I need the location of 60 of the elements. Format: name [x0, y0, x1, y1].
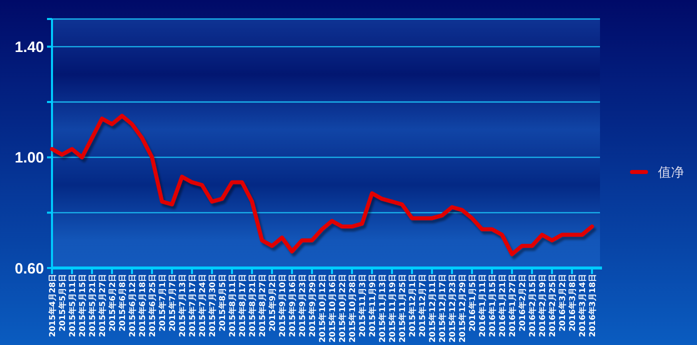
- line-series: [50, 114, 594, 256]
- x-tick-label: 2016年1月27日: [508, 274, 517, 337]
- x-tick-label: 2015年7月30日: [208, 274, 217, 337]
- x-tick-label: 2016年3月2日: [558, 274, 567, 332]
- x-tick-label: 2015年7月24日: [198, 274, 207, 337]
- y-tick-label: 1.40: [14, 38, 44, 56]
- x-tick-label: 2016年2月19日: [538, 274, 547, 337]
- x-tick-label: 2016年1月11日: [478, 274, 487, 337]
- x-tick-label: 2015年8月5日: [218, 274, 227, 332]
- x-tick-label: 2016年1月15日: [488, 274, 497, 337]
- x-tick-label: 2015年11月9日: [368, 274, 377, 337]
- legend-label: 值净: [658, 166, 684, 181]
- x-tick-label: 2016年1月5日: [468, 274, 477, 332]
- x-tick-label: 2015年10月22日: [338, 274, 347, 343]
- x-tick-label: 2015年5月5日: [58, 274, 67, 332]
- x-tick-label: 2015年10月28日: [348, 274, 357, 343]
- x-tick-label: 2015年8月27日: [258, 274, 267, 337]
- x-tick-label: 2015年9月10日: [278, 274, 287, 337]
- x-tick-label: 2015年6月8日: [118, 274, 127, 332]
- x-tick-label: 2016年1月21日: [498, 274, 507, 337]
- x-tick-label: 2015年12月23日: [448, 274, 457, 343]
- y-tick-label: 0.60: [14, 260, 44, 278]
- x-tick-label: 2015年7月13日: [178, 274, 187, 337]
- x-tick-label: 2015年9月23日: [298, 274, 307, 337]
- x-tick-label: 2015年5月27日: [98, 274, 107, 337]
- x-tick-label: 2015年5月15日: [78, 274, 87, 337]
- x-tick-label: 2015年11月3日: [358, 274, 367, 337]
- x-tick-label: 2015年10月12日: [318, 274, 327, 343]
- x-tick-label: 2015年5月21日: [88, 274, 97, 337]
- x-tick-label: 2016年2月25日: [548, 274, 557, 337]
- x-tick-label: 2015年6月18日: [138, 274, 147, 337]
- x-tick-label: 2015年9月16日: [288, 274, 297, 337]
- x-tick-label: 2016年3月8日: [568, 274, 577, 332]
- x-tick-label: 2015年9月2日: [268, 274, 277, 332]
- x-tick-label: 2015年12月1日: [408, 274, 417, 337]
- x-tick-label: 2015年12月11日: [428, 274, 437, 343]
- x-tick-label: 2015年6月12日: [128, 274, 137, 337]
- x-tick-label: 2015年10月16日: [328, 274, 337, 343]
- x-tick-label: 2015年12月29日: [458, 274, 467, 343]
- x-tick-label: 2016年2月2日: [518, 274, 527, 332]
- x-tick-label: 2015年7月7日: [168, 274, 177, 332]
- x-tick-label: 2016年2月15日: [528, 274, 537, 337]
- x-tick-label: 2015年12月7日: [418, 274, 427, 337]
- x-tick-label: 2015年7月1日: [158, 274, 167, 332]
- x-tick-label: 2015年8月11日: [228, 274, 237, 337]
- x-tick-label: 2015年6月2日: [108, 274, 117, 332]
- x-tick-label: 2015年11月19日: [388, 274, 397, 343]
- x-tick-label: 2015年4月28日: [48, 274, 57, 337]
- x-tick-label: 2015年7月17日: [188, 274, 197, 337]
- x-tick-label: 2015年12月17日: [438, 274, 447, 343]
- x-tick-label: 2016年3月14日: [578, 274, 587, 337]
- x-tick-label: 2015年11月25日: [398, 274, 407, 343]
- y-tick-label: 1.00: [14, 150, 44, 167]
- x-tick-label: 2015年11月13日: [378, 274, 387, 343]
- x-tick-label: 2015年9月29日: [308, 274, 317, 337]
- x-tick-label: 2015年8月17日: [238, 274, 247, 337]
- x-tick-label: 2016年3月18日: [588, 274, 597, 337]
- x-tick-label: 2015年5月11日: [68, 274, 77, 337]
- x-tick-label: 2015年6月25日: [148, 274, 157, 337]
- x-tick-label: 2015年8月21日: [248, 274, 257, 337]
